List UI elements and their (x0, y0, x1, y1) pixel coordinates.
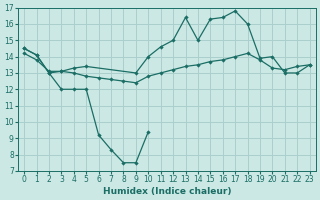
X-axis label: Humidex (Indice chaleur): Humidex (Indice chaleur) (103, 187, 231, 196)
